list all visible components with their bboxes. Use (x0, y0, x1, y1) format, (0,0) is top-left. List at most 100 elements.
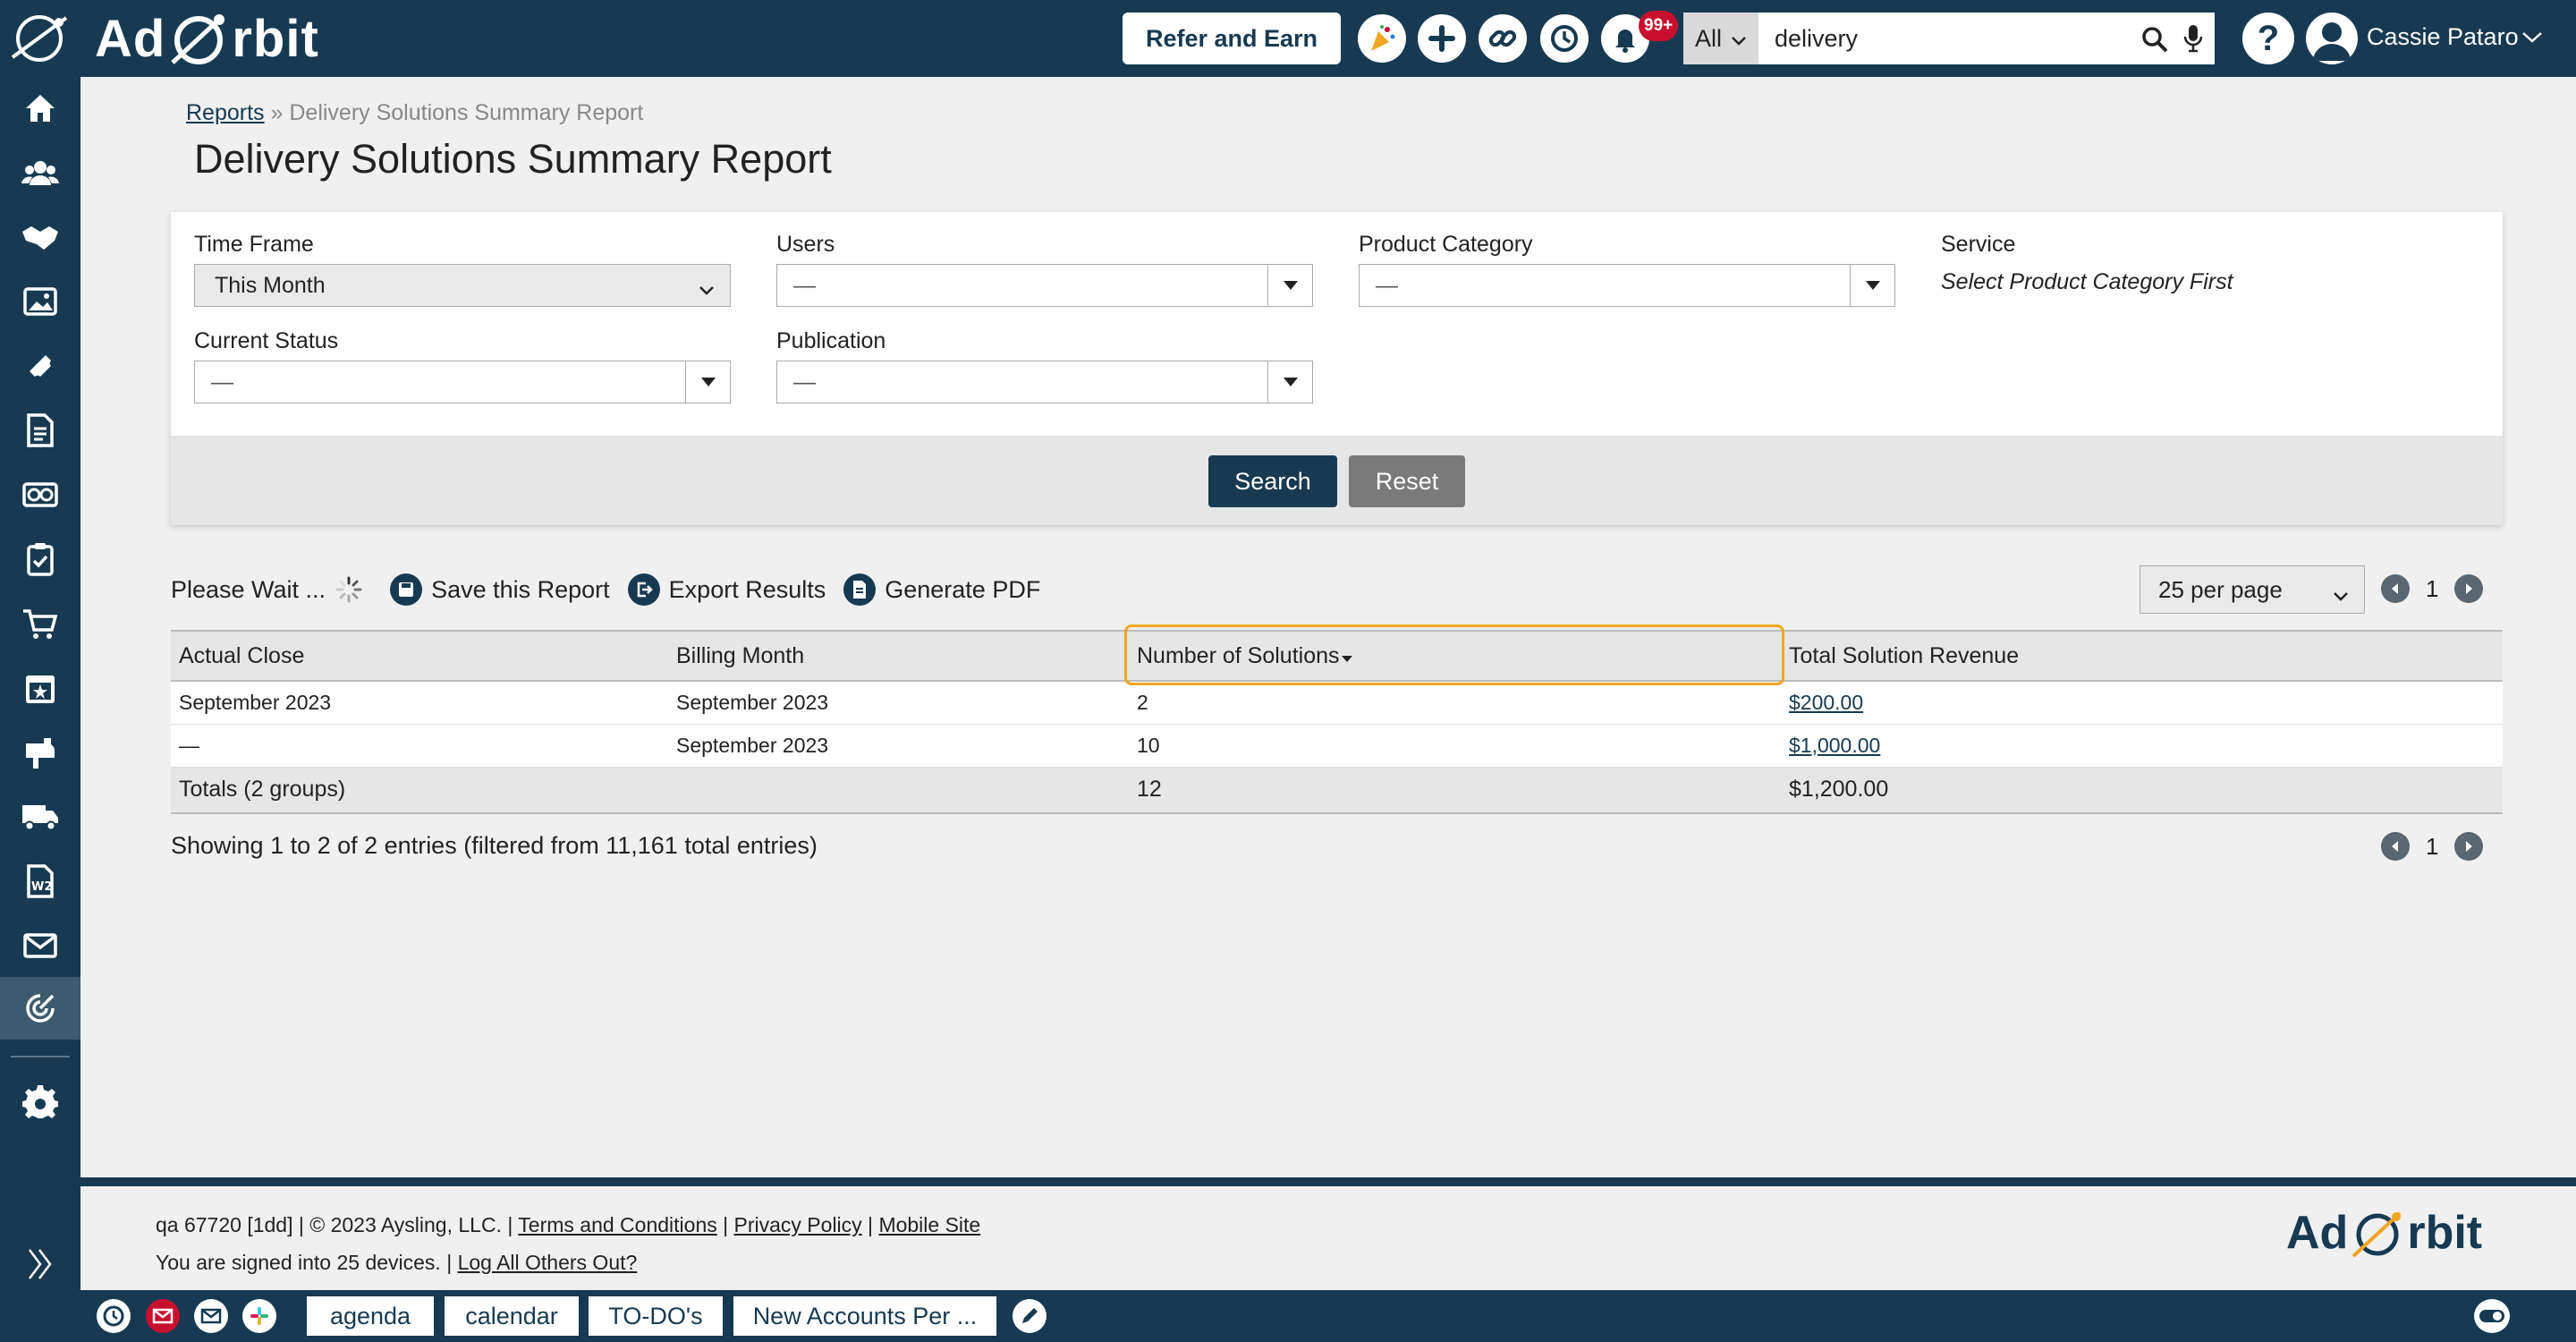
truck-icon (22, 805, 58, 831)
filter-panel: Time Frame This Month Users — Product Ca… (171, 212, 2503, 525)
totals-count: 12 (1129, 766, 1781, 814)
current-status-value: — (211, 369, 233, 395)
ticket-icon (30, 355, 51, 377)
message-icon[interactable] (194, 1299, 228, 1333)
per-page-select[interactable]: 25 per page (2140, 565, 2365, 614)
revenue-link[interactable]: $200.00 (1789, 690, 1864, 714)
publication-select[interactable]: — (776, 361, 1313, 403)
svg-text:W2: W2 (31, 880, 52, 894)
help-icon[interactable]: ? (2242, 13, 2294, 64)
caret-down-icon (685, 361, 730, 403)
time-frame-label: Time Frame (194, 232, 314, 257)
revenue-link[interactable]: $1,000.00 (1789, 733, 1881, 757)
column-header-number-of-solutions[interactable]: Number of Solutions (1129, 630, 1781, 682)
tab-calendar[interactable]: calendar (445, 1296, 579, 1336)
chevron-down-icon (698, 277, 716, 303)
product-category-select[interactable]: — (1359, 264, 1895, 307)
totals-row: Totals (2 groups) 12 $1,200.00 (171, 766, 2503, 814)
service-label: Service (1941, 232, 2016, 257)
next-page-icon[interactable] (2454, 574, 2484, 603)
prev-page-icon[interactable] (2381, 832, 2410, 861)
sidebar-item-orders[interactable] (0, 592, 80, 655)
next-page-icon[interactable] (2454, 832, 2484, 861)
sidebar: W2 (0, 77, 80, 1290)
mail-alert-icon[interactable] (146, 1299, 180, 1333)
product-category-label: Product Category (1359, 232, 1533, 257)
column-header-billing-month[interactable]: Billing Month (668, 630, 1129, 682)
export-results-action[interactable]: Export Results (627, 573, 826, 606)
sidebar-expand-toggle[interactable] (0, 1238, 80, 1290)
please-wait-label: Please Wait ... (171, 575, 326, 603)
current-status-select[interactable]: — (194, 361, 731, 403)
time-frame-select[interactable]: This Month (194, 264, 731, 307)
brand-logo[interactable]: Ad rbit (95, 5, 319, 72)
sort-desc-icon (1340, 643, 1354, 668)
add-icon[interactable] (1418, 14, 1466, 63)
w2-form-icon: W2 (27, 864, 54, 898)
privacy-link[interactable]: Privacy Policy (733, 1213, 862, 1236)
sidebar-item-email[interactable] (0, 914, 80, 977)
tab-agenda[interactable]: agenda (307, 1296, 434, 1336)
refer-and-earn-button[interactable]: Refer and Earn (1123, 13, 1341, 64)
save-report-action[interactable]: Save this Report (390, 573, 610, 606)
sidebar-item-media[interactable] (0, 270, 80, 333)
totals-label: Totals (2 groups) (171, 766, 1129, 814)
edit-icon[interactable] (1013, 1299, 1046, 1333)
users-select[interactable]: — (776, 264, 1313, 307)
report-table: Actual Close Billing Month Number of Sol… (171, 630, 2503, 814)
totals-revenue: $1,200.00 (1781, 766, 2503, 814)
party-popper-icon[interactable] (1358, 14, 1406, 63)
sidebar-item-invoices[interactable] (0, 399, 80, 462)
sidebar-item-billing[interactable] (0, 463, 80, 526)
toggle-icon[interactable] (2474, 1299, 2510, 1333)
notifications-badge[interactable]: 99+ (1639, 11, 1679, 41)
brand-orbit-icon (167, 11, 230, 66)
home-icon (26, 95, 55, 122)
product-category-value: — (1376, 272, 1398, 298)
log-others-out-link[interactable]: Log All Others Out? (457, 1251, 638, 1274)
tab-new-accounts[interactable]: New Accounts Per ... (733, 1296, 996, 1336)
history-icon[interactable] (1540, 14, 1589, 63)
microphone-icon[interactable] (2182, 23, 2204, 58)
generate-pdf-action[interactable]: Generate PDF (843, 573, 1040, 606)
sidebar-item-tasks[interactable] (0, 528, 80, 590)
column-header-total-solution-revenue[interactable]: Total Solution Revenue (1781, 630, 2503, 682)
reset-button[interactable]: Reset (1349, 455, 1465, 507)
entries-summary: Showing 1 to 2 of 2 entries (filtered fr… (171, 832, 818, 859)
search-button[interactable]: Search (1208, 455, 1337, 507)
column-header-actual-close[interactable]: Actual Close (171, 630, 668, 682)
slack-icon[interactable] (242, 1299, 276, 1333)
clock-icon[interactable] (97, 1299, 131, 1333)
search-icon[interactable] (2140, 25, 2169, 58)
search-input[interactable] (1758, 13, 2215, 64)
spinner-icon (335, 575, 363, 604)
clipboard-check-icon (27, 543, 54, 576)
footer-logo-ad: Ad (2286, 1207, 2349, 1259)
sidebar-item-delivery[interactable] (0, 786, 80, 848)
prev-page-icon[interactable] (2381, 574, 2410, 603)
breadcrumb-link-reports[interactable]: Reports (186, 100, 265, 125)
terms-link[interactable]: Terms and Conditions (518, 1213, 717, 1236)
table-header-row: Actual Close Billing Month Number of Sol… (171, 630, 2503, 682)
current-page[interactable]: 1 (2426, 832, 2439, 860)
search-scope-select[interactable]: All (1683, 13, 1758, 64)
sidebar-item-tickets[interactable] (0, 335, 80, 397)
sidebar-item-home[interactable] (0, 77, 80, 140)
current-page[interactable]: 1 (2426, 574, 2439, 602)
user-name[interactable]: Cassie Pataro (2367, 23, 2519, 50)
sidebar-item-events[interactable] (0, 657, 80, 719)
chevron-down-icon[interactable] (2521, 30, 2544, 49)
tab-todos[interactable]: TO-DO's (589, 1296, 723, 1336)
sidebar-item-mailbox[interactable] (0, 721, 80, 784)
mobile-site-link[interactable]: Mobile Site (878, 1213, 981, 1236)
sidebar-item-contacts[interactable] (0, 141, 80, 204)
sidebar-item-solutions[interactable] (0, 977, 80, 1040)
sidebar-item-settings[interactable] (0, 1072, 80, 1134)
cell-number-of-solutions: 10 (1129, 724, 1781, 768)
avatar[interactable] (2306, 13, 2358, 64)
invoice-icon (27, 413, 54, 447)
sidebar-item-tax-forms[interactable]: W2 (0, 850, 80, 913)
orbit-logo-icon[interactable] (7, 11, 72, 66)
link-icon[interactable] (1479, 14, 1527, 63)
sidebar-item-deals[interactable] (0, 206, 80, 268)
